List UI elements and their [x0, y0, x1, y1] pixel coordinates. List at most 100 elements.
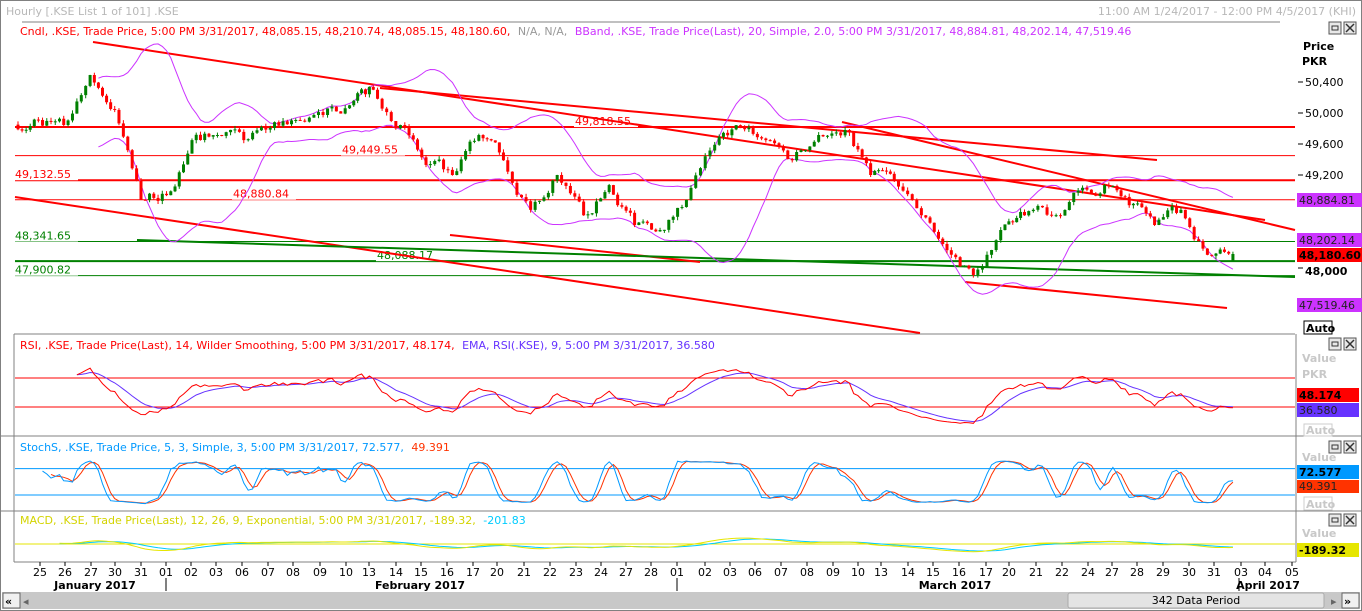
trend-line[interactable]	[136, 239, 1296, 278]
candle	[694, 172, 698, 189]
candle	[958, 256, 962, 267]
scroll-left-arrow-icon[interactable]: ◂	[23, 595, 29, 608]
candle-body	[555, 175, 559, 181]
candle	[808, 146, 812, 153]
candle	[459, 156, 463, 174]
candle	[290, 118, 294, 127]
auto-scale-button[interactable]: Auto	[1303, 320, 1336, 335]
candle-body	[1192, 227, 1196, 240]
candle	[751, 125, 755, 136]
date-tick-label: 22	[543, 566, 557, 579]
candle-body	[207, 133, 211, 137]
panel-close-button[interactable]	[1343, 440, 1357, 454]
candle-body	[220, 135, 224, 137]
legend-candle: Cndl, .KSE, Trade Price, 5:00 PM 3/31/20…	[20, 25, 510, 38]
candle	[246, 138, 250, 142]
candle	[442, 158, 446, 173]
panel-restore-button[interactable]	[1328, 337, 1342, 351]
candle-body	[708, 150, 712, 157]
rsi-auto-button[interactable]: Auto	[1303, 423, 1336, 437]
value-bb-mid-text: 48,202.14	[1299, 234, 1355, 247]
date-tick-label: 14	[389, 566, 403, 579]
candle-body	[963, 265, 967, 267]
candle-body	[113, 108, 117, 110]
candle	[568, 183, 572, 195]
candle	[416, 138, 420, 152]
candle-body	[446, 169, 450, 171]
date-tick-label: 20	[1002, 566, 1016, 579]
candle	[24, 127, 28, 134]
candle	[1148, 210, 1152, 219]
stoch-k-value: 72.577	[1297, 465, 1359, 479]
candle	[873, 169, 877, 176]
candle	[603, 190, 607, 199]
scrollbar[interactable]: « ◂ 342 Data Period ▸ »	[2, 592, 1360, 609]
candle-body	[173, 186, 177, 192]
candle	[708, 147, 712, 160]
scroll-right-arrow-icon[interactable]: ▸	[1331, 595, 1337, 608]
candle	[186, 150, 190, 165]
date-tick-label: 29	[1156, 566, 1170, 579]
candle	[28, 123, 32, 132]
candle	[1045, 204, 1049, 216]
candle	[420, 147, 424, 160]
candle	[1111, 185, 1115, 188]
candle-body	[812, 141, 816, 147]
stoch-auto-button[interactable]: Auto	[1303, 496, 1336, 511]
candle	[586, 211, 590, 219]
panel-close-button[interactable]	[1343, 513, 1357, 527]
date-tick-label: 16	[440, 566, 454, 579]
panel-restore-button[interactable]	[1328, 513, 1342, 527]
candle-body	[367, 86, 371, 95]
candle	[307, 116, 311, 123]
candle	[713, 141, 717, 154]
trend-line[interactable]	[92, 41, 1266, 221]
trend-line[interactable]	[14, 196, 921, 334]
date-axis: 25 26 27 30 31 01 02 03 06 07 08 09 10 13 14 15 16 17 20 21…	[33, 562, 1300, 592]
candle-body	[352, 100, 356, 106]
trend-line[interactable]	[964, 281, 1228, 309]
candle	[173, 184, 177, 193]
trend-line[interactable]	[379, 87, 1158, 161]
candle-body	[519, 194, 523, 198]
panel-close-button[interactable]	[1343, 337, 1357, 351]
scrollbar-thumb[interactable]	[1067, 592, 1325, 609]
scroll-last-button[interactable]	[1341, 592, 1360, 609]
panel-restore-button[interactable]	[1328, 440, 1342, 454]
restore-icon	[1328, 21, 1342, 35]
date-tick-label: 13	[874, 566, 888, 579]
candle-body	[1027, 211, 1031, 216]
candle	[1115, 184, 1119, 193]
scrollbar-track[interactable]	[2, 592, 1360, 609]
candle	[472, 138, 476, 144]
candle-body	[624, 206, 628, 211]
panel-restore-button[interactable]	[1328, 21, 1342, 35]
candle	[1123, 194, 1127, 199]
trend-line[interactable]	[841, 121, 1296, 231]
candle	[100, 86, 104, 98]
candle-body	[1023, 211, 1027, 216]
panel-close-button[interactable]	[1343, 21, 1357, 35]
candle-body	[1059, 215, 1063, 217]
candle-body	[277, 122, 281, 126]
candle-body	[49, 120, 53, 122]
candle-body	[1144, 207, 1148, 214]
candle	[371, 85, 375, 91]
scroll-first-button[interactable]	[2, 592, 21, 609]
candle	[343, 104, 347, 115]
candle-body	[489, 139, 493, 141]
candle	[901, 183, 905, 192]
date-tick-label: 07	[774, 566, 788, 579]
candle	[1003, 224, 1007, 231]
candle-body	[1218, 249, 1222, 254]
candle-body	[493, 140, 497, 143]
scroll-first-icon: «	[5, 595, 12, 608]
candle	[152, 192, 156, 200]
candle-body	[477, 135, 481, 141]
candle-body	[949, 250, 953, 255]
candle-body	[915, 199, 919, 209]
candle	[84, 85, 88, 99]
close-icon-glyph	[1345, 515, 1355, 525]
candle-body	[1197, 239, 1201, 242]
candle	[654, 228, 658, 233]
